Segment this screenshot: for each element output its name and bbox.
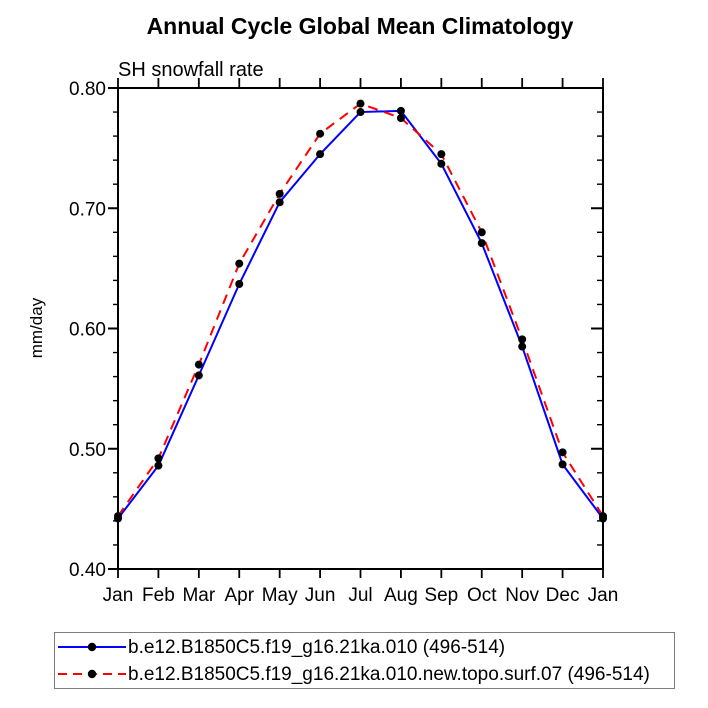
x-tick-label: Apr bbox=[224, 585, 254, 606]
legend-label: b.e12.B1850C5.f19_g16.21ka.010 (496-514) bbox=[128, 636, 506, 658]
x-tick-label: May bbox=[262, 585, 298, 606]
axis-ticks bbox=[108, 78, 604, 578]
data-point-marker bbox=[558, 448, 567, 457]
x-tick-label: Jun bbox=[305, 585, 336, 606]
data-point-marker bbox=[316, 129, 325, 138]
series-line-solid bbox=[117, 109, 604, 520]
legend-line-sample-solid bbox=[58, 642, 126, 652]
x-tick-label: Sep bbox=[424, 585, 458, 606]
data-point-marker bbox=[154, 454, 163, 463]
data-point-marker bbox=[437, 150, 446, 159]
data-point-marker bbox=[518, 335, 527, 344]
plot-subtitle: SH snowfall rate bbox=[118, 59, 264, 81]
y-tick-label: 0.80 bbox=[69, 79, 106, 100]
data-point-marker bbox=[356, 108, 365, 117]
x-tick-label: Feb bbox=[142, 585, 175, 606]
data-point-marker bbox=[235, 280, 244, 289]
x-tick-label: Oct bbox=[467, 585, 497, 606]
data-point-marker bbox=[316, 150, 325, 159]
data-point-marker bbox=[275, 198, 284, 207]
y-tick-label: 0.40 bbox=[69, 560, 106, 581]
data-point-markers bbox=[114, 99, 607, 523]
legend: b.e12.B1850C5.f19_g16.21ka.010 (496-514)… bbox=[54, 632, 675, 689]
dot-marker-icon bbox=[87, 642, 97, 652]
data-point-marker bbox=[437, 159, 446, 168]
data-point-marker bbox=[396, 114, 405, 123]
dot-marker-icon bbox=[87, 669, 97, 679]
x-tick-label: Aug bbox=[384, 585, 418, 606]
series-line-dashed bbox=[117, 102, 604, 517]
data-point-marker bbox=[558, 460, 567, 469]
data-point-marker bbox=[235, 259, 244, 268]
x-tick-label: Jul bbox=[348, 585, 372, 606]
y-axis-label: mm/day bbox=[27, 297, 46, 358]
legend-row: b.e12.B1850C5.f19_g16.21ka.010 (496-514) bbox=[55, 634, 674, 661]
axis-tick-labels: Jan Feb Mar Apr May Jun Jul Aug Sep Oct Nov Dec Jan 0… bbox=[69, 79, 618, 606]
x-tick-label: Jan bbox=[103, 585, 134, 606]
data-point-marker bbox=[194, 360, 203, 369]
data-point-marker bbox=[518, 342, 527, 351]
data-point-marker bbox=[477, 228, 486, 237]
x-tick-label: Mar bbox=[182, 585, 215, 606]
data-point-marker bbox=[356, 99, 365, 108]
data-point-marker bbox=[396, 106, 405, 115]
data-point-marker bbox=[275, 189, 284, 198]
y-tick-label: 0.50 bbox=[69, 440, 106, 461]
legend-row: b.e12.B1850C5.f19_g16.21ka.010.new.topo.… bbox=[55, 661, 674, 688]
legend-line-sample-dashed bbox=[58, 669, 126, 679]
data-point-marker bbox=[154, 461, 163, 470]
legend-label: b.e12.B1850C5.f19_g16.21ka.010.new.topo.… bbox=[128, 663, 650, 685]
y-tick-label: 0.60 bbox=[69, 320, 106, 341]
series-lines bbox=[117, 102, 604, 520]
x-tick-label: Nov bbox=[505, 585, 539, 606]
data-point-marker bbox=[194, 371, 203, 380]
plot-border-box bbox=[117, 87, 604, 570]
x-tick-label: Jan bbox=[588, 585, 619, 606]
x-tick-label: Dec bbox=[546, 585, 580, 606]
y-tick-label: 0.70 bbox=[69, 199, 106, 220]
page-title: Annual Cycle Global Mean Climatology bbox=[147, 13, 574, 39]
data-point-marker bbox=[477, 239, 486, 248]
